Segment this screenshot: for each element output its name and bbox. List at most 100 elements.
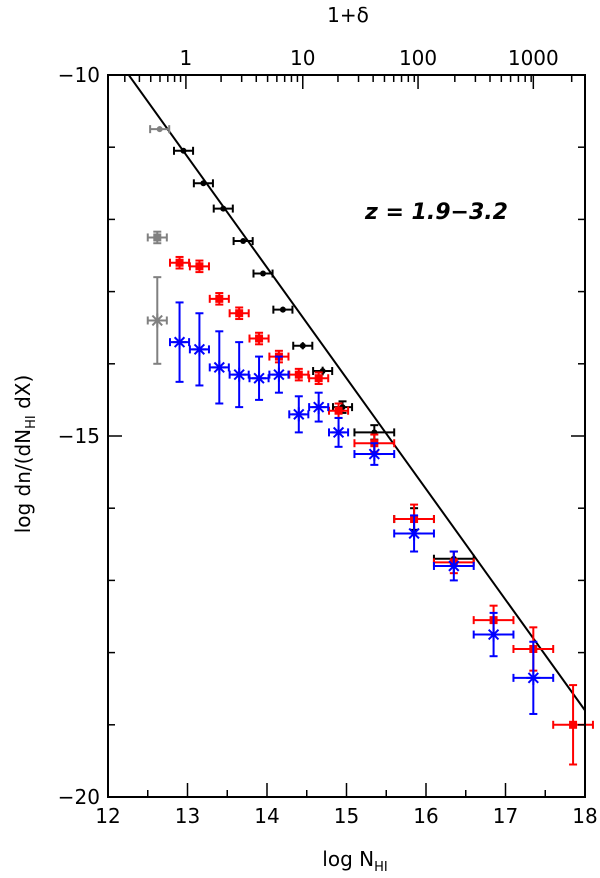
data-point: [146, 276, 168, 365]
point-marker: [153, 233, 162, 242]
point-marker: [294, 370, 303, 379]
x-axis-title: log NHI: [322, 847, 387, 875]
point-marker: [334, 406, 343, 415]
data-point: [248, 331, 270, 346]
redshift-annotation: z = 1.9−3.2: [364, 200, 508, 225]
data-point: [353, 442, 396, 466]
data-point: [552, 684, 594, 766]
series-blue: [169, 301, 555, 715]
top-axis-title: 1+δ: [327, 3, 369, 27]
y-axis-label-sub: HI: [24, 415, 39, 429]
series-gray-star: [146, 276, 168, 365]
star-stroke: [173, 336, 186, 348]
data-point: [328, 416, 350, 448]
point-marker: [407, 526, 422, 541]
series-gray-square: [146, 230, 168, 245]
point-marker: [569, 720, 578, 729]
data-point: [393, 514, 435, 553]
point-marker: [200, 180, 207, 187]
data-point: [272, 305, 294, 314]
plot-area: [127, 75, 594, 766]
data-point: [188, 312, 210, 387]
y-tick-label: −20: [58, 785, 100, 809]
point-marker: [299, 342, 306, 349]
y-axis-label: log dn/(dNHI dX): [11, 375, 39, 534]
point-marker: [172, 335, 187, 350]
data-point: [248, 355, 270, 401]
top-tick-label: 10: [290, 46, 315, 70]
x-tick-label: 17: [493, 804, 518, 828]
x-axis-label: log NHI: [322, 847, 387, 875]
y-axis-label-main: log dn/(dN: [11, 429, 35, 533]
point-marker: [175, 258, 184, 267]
data-point: [208, 292, 230, 306]
star-stroke: [293, 408, 305, 420]
data-point: [212, 204, 234, 213]
data-point: [228, 306, 250, 321]
data-point: [172, 146, 195, 155]
star-stroke: [253, 372, 265, 384]
star-stroke: [368, 448, 380, 460]
point-marker: [150, 313, 165, 328]
point-marker: [271, 367, 286, 382]
series-gray: [149, 125, 171, 134]
point-marker: [180, 147, 187, 154]
data-point: [288, 395, 310, 434]
x-tick-label: 15: [334, 804, 359, 828]
x-tick-label: 13: [175, 804, 200, 828]
star-stroke: [527, 672, 539, 684]
point-marker: [220, 205, 227, 212]
point-marker: [252, 371, 267, 386]
x-axis-label-sub: HI: [374, 860, 388, 875]
point-marker: [291, 407, 306, 422]
point-marker: [192, 342, 207, 357]
x-axis-ticks: 12 13 14 15 16 17 18: [95, 783, 598, 828]
point-marker: [235, 309, 244, 318]
y-axis-title: log dn/(dNHI dX): [11, 375, 39, 534]
point-marker: [255, 334, 264, 343]
data-point: [512, 640, 555, 715]
point-marker: [212, 360, 227, 375]
star-stroke: [487, 628, 500, 641]
point-marker: [526, 670, 541, 685]
data-point: [149, 125, 171, 134]
top-tick-label: 1000: [508, 46, 559, 70]
y-axis-label-tail: dX): [11, 375, 35, 416]
x-tick-label: 18: [572, 804, 597, 828]
data-point: [288, 367, 310, 382]
star-stroke: [313, 401, 325, 413]
point-marker: [331, 425, 346, 440]
y-axis-ticks: −20 −15 −10: [58, 63, 585, 809]
data-point: [232, 237, 254, 246]
star-stroke: [448, 560, 460, 572]
data-point: [308, 391, 330, 423]
data-point: [268, 355, 290, 394]
point-marker: [446, 558, 461, 573]
data-point: [169, 255, 191, 270]
point-marker: [156, 126, 163, 133]
data-point: [208, 330, 230, 405]
data-point: [252, 269, 274, 278]
top-axis-label: 1+δ: [327, 3, 369, 27]
x-tick-label: 16: [413, 804, 438, 828]
data-point: [472, 611, 515, 658]
data-point: [146, 230, 168, 245]
plot-frame: [107, 74, 586, 798]
point-marker: [486, 627, 501, 642]
data-point: [169, 301, 191, 383]
plot-border: [107, 74, 586, 798]
point-marker: [195, 262, 204, 271]
top-tick-label: 1: [180, 46, 193, 70]
point-marker: [215, 294, 224, 303]
top-axis-ticks: 1 10 100 1000: [124, 46, 573, 89]
power-law-line: [127, 75, 585, 711]
data-point: [192, 179, 214, 188]
point-marker: [311, 400, 326, 415]
star-stroke: [233, 369, 245, 381]
point-marker: [367, 447, 382, 462]
point-marker: [279, 306, 286, 313]
x-axis-label-main: log N: [322, 847, 374, 871]
star-stroke: [332, 426, 345, 438]
data-point: [292, 341, 314, 350]
data-point: [308, 371, 330, 386]
